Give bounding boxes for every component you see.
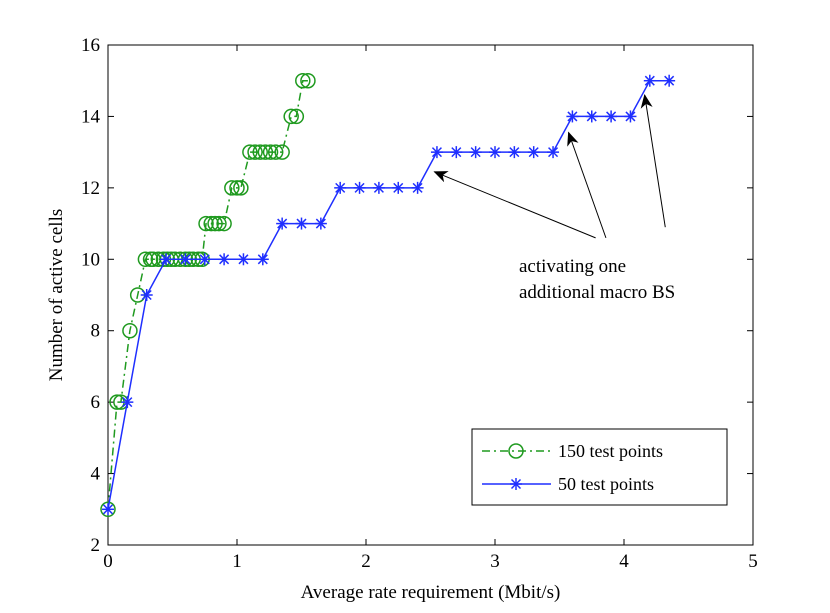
data-point: [469, 146, 482, 159]
data-point: [252, 144, 268, 160]
y-tick-label: 16: [81, 35, 100, 56]
data-point: [100, 501, 116, 518]
data-point: [122, 322, 138, 339]
data-point: [300, 72, 316, 89]
data-point: [276, 217, 289, 230]
legend-marker-50-test-points: [510, 478, 522, 490]
annotation-arrow: [433, 171, 596, 239]
data-point: [605, 110, 618, 123]
annotation-arrow: [640, 94, 666, 228]
data-point: [547, 146, 560, 159]
y-tick-label: 6: [91, 392, 101, 413]
data-point: [624, 110, 637, 123]
data-point: [566, 110, 579, 123]
data-point: [283, 108, 299, 125]
x-tick-label: 0: [103, 551, 113, 572]
data-point: [137, 251, 154, 268]
data-point: [102, 503, 114, 516]
data-point: [198, 215, 214, 232]
data-point: [411, 181, 424, 194]
data-point: [121, 396, 134, 409]
data-point: [198, 253, 211, 266]
x-tick-label: 4: [619, 551, 629, 572]
x-tick-label: 1: [232, 551, 242, 572]
data-point: [237, 253, 250, 266]
series-line-150-test-points: [107, 79, 308, 510]
data-point: [430, 146, 443, 159]
x-axis-label: Average rate requirement (Mbit/s): [301, 582, 561, 603]
data-point: [257, 144, 274, 160]
data-point: [334, 181, 347, 194]
data-point: [508, 146, 521, 159]
data-point: [288, 108, 305, 125]
data-point: [274, 144, 290, 160]
data-point: [160, 253, 173, 266]
legend-label-150-test-points: 150 test points: [558, 441, 663, 461]
data-point: [392, 181, 405, 194]
data-point: [353, 181, 366, 194]
data-point: [585, 110, 598, 123]
annotation-text-line-2: additional macro BS: [519, 282, 675, 303]
legend-label-50-test-points: 50 test points: [558, 474, 654, 494]
data-point: [295, 72, 311, 89]
data-point: [663, 74, 676, 87]
annotation-arrow: [567, 131, 607, 239]
data-point: [256, 253, 269, 266]
data-point: [267, 144, 284, 160]
legend-marker-150-test-points: [508, 443, 524, 459]
data-point: [262, 144, 279, 160]
data-point: [140, 289, 153, 301]
data-point: [207, 215, 223, 232]
y-tick-label: 2: [91, 535, 101, 556]
data-point: [233, 180, 249, 196]
x-tick-label: 2: [361, 551, 371, 572]
data-point: [527, 146, 540, 159]
y-tick-label: 8: [91, 321, 101, 342]
x-tick-label: 3: [490, 551, 500, 572]
data-point: [203, 215, 219, 232]
data-point: [372, 181, 385, 194]
data-point: [242, 144, 258, 160]
data-point: [450, 146, 463, 159]
data-point: [489, 146, 501, 159]
legend: 150 test points 50 test points: [471, 428, 728, 506]
y-tick-label: 14: [81, 106, 101, 127]
y-tick-label: 4: [91, 464, 101, 485]
data-point: [314, 217, 327, 230]
y-tick-label: 12: [81, 178, 100, 199]
data-point: [229, 180, 245, 196]
data-point: [211, 215, 227, 232]
data-point: [295, 217, 308, 230]
x-tick-label: 5: [748, 551, 758, 572]
y-axis-label: Number of active cells: [46, 209, 67, 382]
data-point: [218, 253, 231, 266]
annotation-text-line-1: activating one: [519, 256, 626, 277]
data-point: [247, 144, 263, 160]
legend-box: [471, 428, 728, 506]
data-point: [179, 253, 192, 266]
data-point: [216, 215, 232, 232]
y-tick-label: 10: [81, 249, 100, 270]
data-point: [643, 74, 656, 87]
series-50-test-points: [102, 74, 676, 516]
data-point: [224, 180, 240, 196]
